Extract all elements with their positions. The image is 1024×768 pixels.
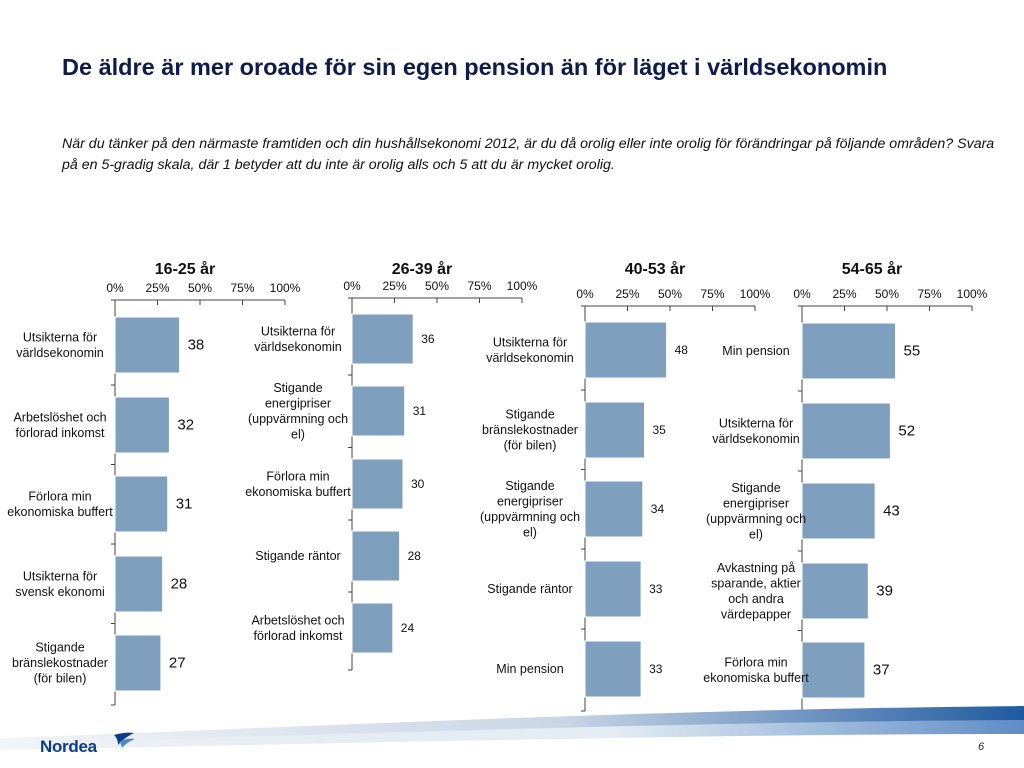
bar-value-label: 32 [177,417,194,434]
bar [351,385,406,437]
x-tick-label: 0% [576,287,594,301]
footer-wave-decoration [0,706,1024,768]
x-tick-label: 50% [425,279,449,293]
brand-name: Nordea [40,737,97,756]
category-label: Stigande räntor [255,549,340,563]
category-label: Förlora min ekonomiska buffert [703,655,809,685]
x-tick-label: 50% [188,281,212,295]
bar [114,475,169,533]
nordea-logo-icon [114,732,135,748]
chart-2: 26-39 år 0% 25% 50% 75% 100% 36 Utsikterna för v… [245,260,538,671]
x-tick-label: 75% [230,281,254,295]
page-title: De äldre är mer oroade för sin egen pens… [62,54,888,80]
bar-value-label: 36 [421,332,435,346]
bar [584,560,642,618]
bar [114,634,162,692]
bar [114,316,181,374]
bar-value-label: 27 [169,655,186,672]
x-tick-label: 50% [875,287,899,301]
chart-3: 40-53 år 0% 25% 50% 75% 100% 48 Utsikterna för v… [480,260,771,712]
x-tick-label: 0% [106,281,124,295]
bar-value-label: 33 [649,662,663,676]
bar [114,396,170,454]
bar [351,602,394,654]
x-tick-label: 25% [145,281,169,295]
category-label: Stigande bränslekostnader (för bilen) [12,641,108,686]
bar [584,321,668,379]
bar [351,313,414,365]
chart-title: 40-53 år [625,260,686,278]
category-label: Stigande energipriser (uppvärmning och el) [706,481,806,542]
category-label: Förlora min ekonomiska buffert [245,469,351,499]
category-label: Utsikterna för svensk ekonomi [15,569,105,599]
bar-value-label: 55 [904,343,921,360]
category-label: Förlora min ekonomiska buffert [7,489,113,519]
category-label: Avkastning på sparande, aktier och andra vä… [711,561,801,622]
bar-value-label: 34 [651,502,665,516]
bar [801,482,876,540]
bar [584,640,642,698]
chart-title: 26-39 år [392,260,453,278]
bar [351,458,404,510]
bar [351,530,401,582]
x-tick-label: 50% [658,287,682,301]
bar [584,480,644,538]
category-label: Arbetslöshet och förlorad inkomst [251,613,344,643]
bar-value-label: 24 [401,621,415,635]
bar [584,401,645,459]
bar-value-label: 35 [653,423,667,437]
x-tick-label: 100% [270,281,301,295]
category-label: Min pension [722,344,789,358]
x-tick-label: 25% [832,287,856,301]
chart-title: 54-65 år [842,260,903,278]
bar [114,555,164,613]
category-label: Utsikterna för världsekonomin [712,416,800,446]
x-tick-label: 0% [343,279,361,293]
bar-value-label: 38 [188,337,205,354]
x-tick-label: 100% [507,279,538,293]
bar-value-label: 31 [413,404,427,418]
category-label: Min pension [496,662,563,676]
bar [801,641,866,699]
category-label: Stigande energipriser (uppvärmning och el) [248,381,348,442]
x-tick-label: 75% [700,287,724,301]
charts-area: 16-25 år 0% 25% 50% 75% 100% 38 Utsikterna för v… [7,260,988,713]
bar-value-label: 28 [408,549,422,563]
bar-value-label: 33 [649,582,663,596]
bar-value-label: 39 [876,583,893,600]
bar-value-label: 52 [898,423,915,440]
bar [801,322,896,380]
category-label: Utsikterna för världsekonomin [16,330,104,360]
category-label: Stigande räntor [487,582,572,596]
bar [801,402,891,460]
x-tick-label: 100% [957,287,988,301]
x-tick-label: 75% [467,279,491,293]
chart-1: 16-25 år 0% 25% 50% 75% 100% 38 Utsikterna för v… [7,260,301,706]
x-tick-label: 25% [615,287,639,301]
bar-value-label: 43 [883,503,900,520]
x-tick-label: 75% [917,287,941,301]
bar-value-label: 37 [873,662,890,679]
bar-value-label: 48 [675,343,689,357]
x-tick-label: 100% [740,287,771,301]
category-label: Stigande bränslekostnader (för bilen) [482,408,578,453]
x-tick-label: 0% [793,287,811,301]
category-label: Utsikterna för världsekonomin [254,324,342,354]
page-number: 6 [978,741,985,753]
bar-value-label: 31 [176,496,193,513]
bar [801,562,869,620]
chart-title: 16-25 år [155,260,216,278]
bar-value-label: 30 [411,477,425,491]
bar-value-label: 28 [171,576,188,593]
page-subtitle: När du tänker på den närmaste framtiden … [62,136,995,173]
chart-4: 54-65 år 0% 25% 50% 75% 100% 55 Min pension 52 Ut… [703,260,988,713]
x-tick-label: 25% [382,279,406,293]
category-label: Arbetslöshet och förlorad inkomst [13,410,106,440]
category-label: Utsikterna för världsekonomin [486,335,574,365]
category-label: Stigande energipriser (uppvärmning och el) [480,479,580,540]
